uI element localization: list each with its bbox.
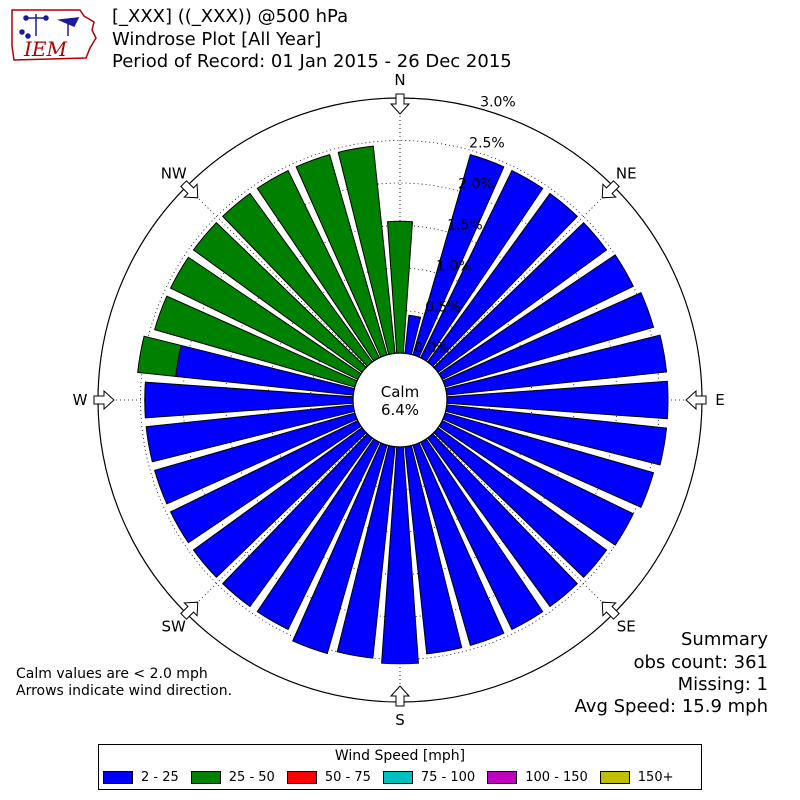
calm-value: 6.4% [381, 401, 419, 419]
legend-items: 2 - 25 25 - 50 50 - 75 75 - 100 100 - 150 150… [103, 770, 686, 785]
summary-missing: Missing: 1 [677, 674, 768, 695]
direction-label: SE [617, 617, 636, 635]
legend-label: 2 - 25 [141, 770, 179, 785]
iem-logo-text: IEM [23, 37, 68, 61]
calm-label: Calm [381, 383, 419, 401]
legend-swatch [190, 771, 221, 784]
legend-item: 25 - 50 [190, 770, 275, 785]
legend-label: 150+ [637, 770, 674, 785]
direction-arrow-icon [180, 180, 199, 199]
summary-heading: Summary [681, 629, 768, 650]
legend: Wind Speed [mph] 2 - 25 25 - 50 50 - 75 75 … [98, 744, 702, 790]
chart-title-period: Period of Record: 01 Jan 2015 - 26 Dec 2… [112, 51, 512, 72]
iem-logo: IEM [11, 9, 97, 61]
summary-avg-speed: Avg Speed: 15.9 mph [574, 696, 768, 717]
radial-tick-label: 1.5% [447, 217, 483, 233]
legend-item: 75 - 100 [382, 770, 476, 785]
direction-label: SW [162, 617, 187, 635]
direction-arrow-icon [389, 685, 411, 707]
radial-tick-label: 2.0% [458, 176, 494, 192]
legend-swatch [286, 771, 317, 784]
direction-arrow-icon [685, 389, 707, 411]
legend-swatch [103, 771, 133, 784]
legend-swatch [599, 771, 630, 784]
direction-label: W [73, 391, 88, 409]
arrows-note: Arrows indicate wind direction. [16, 683, 233, 699]
direction-arrow-icon [601, 601, 620, 620]
summary-obs-count: obs count: 361 [633, 652, 768, 673]
chart-title-station: [_XXX] ((_XXX)) @500 hPa [112, 6, 349, 27]
legend-item: 2 - 25 [103, 770, 179, 785]
calm-note: Calm values are < 2.0 mph [16, 666, 208, 682]
direction-arrow-icon [93, 389, 115, 411]
direction-label: N [394, 71, 405, 89]
angular-gridline [432, 186, 614, 368]
legend-item: 100 - 150 [487, 770, 588, 785]
calm-circle [352, 352, 448, 448]
legend-label: 50 - 75 [324, 770, 371, 785]
legend-label: 25 - 50 [228, 770, 275, 785]
radial-tick-label: 0.5% [425, 300, 461, 316]
radial-tick-label: 0.0% [414, 341, 450, 357]
legend-item: 150+ [599, 770, 674, 785]
angular-gridline [186, 432, 368, 614]
direction-arrow-icon [601, 180, 620, 199]
angular-gridline [186, 186, 368, 368]
direction-arrow-icon [180, 601, 199, 620]
legend-title: Wind Speed [mph] [334, 748, 466, 764]
legend-label: 100 - 150 [525, 770, 588, 785]
direction-label: S [395, 711, 405, 729]
radial-tick-label: 3.0% [480, 94, 516, 110]
chart-title-plot: Windrose Plot [All Year] [112, 29, 322, 50]
radial-tick-label: 2.5% [469, 135, 505, 151]
windrose-bar [137, 335, 182, 377]
legend-item: 50 - 75 [286, 770, 371, 785]
legend-swatch [487, 771, 518, 784]
direction-label: NW [161, 165, 187, 183]
legend-label: 75 - 100 [420, 770, 476, 785]
legend-swatch [382, 771, 413, 784]
direction-label: NE [616, 165, 637, 183]
direction-label: E [715, 391, 724, 409]
weather-station-icon [19, 14, 80, 39]
direction-arrow-icon [389, 93, 411, 115]
radial-tick-label: 1.0% [436, 258, 472, 274]
angular-gridline [432, 432, 614, 614]
